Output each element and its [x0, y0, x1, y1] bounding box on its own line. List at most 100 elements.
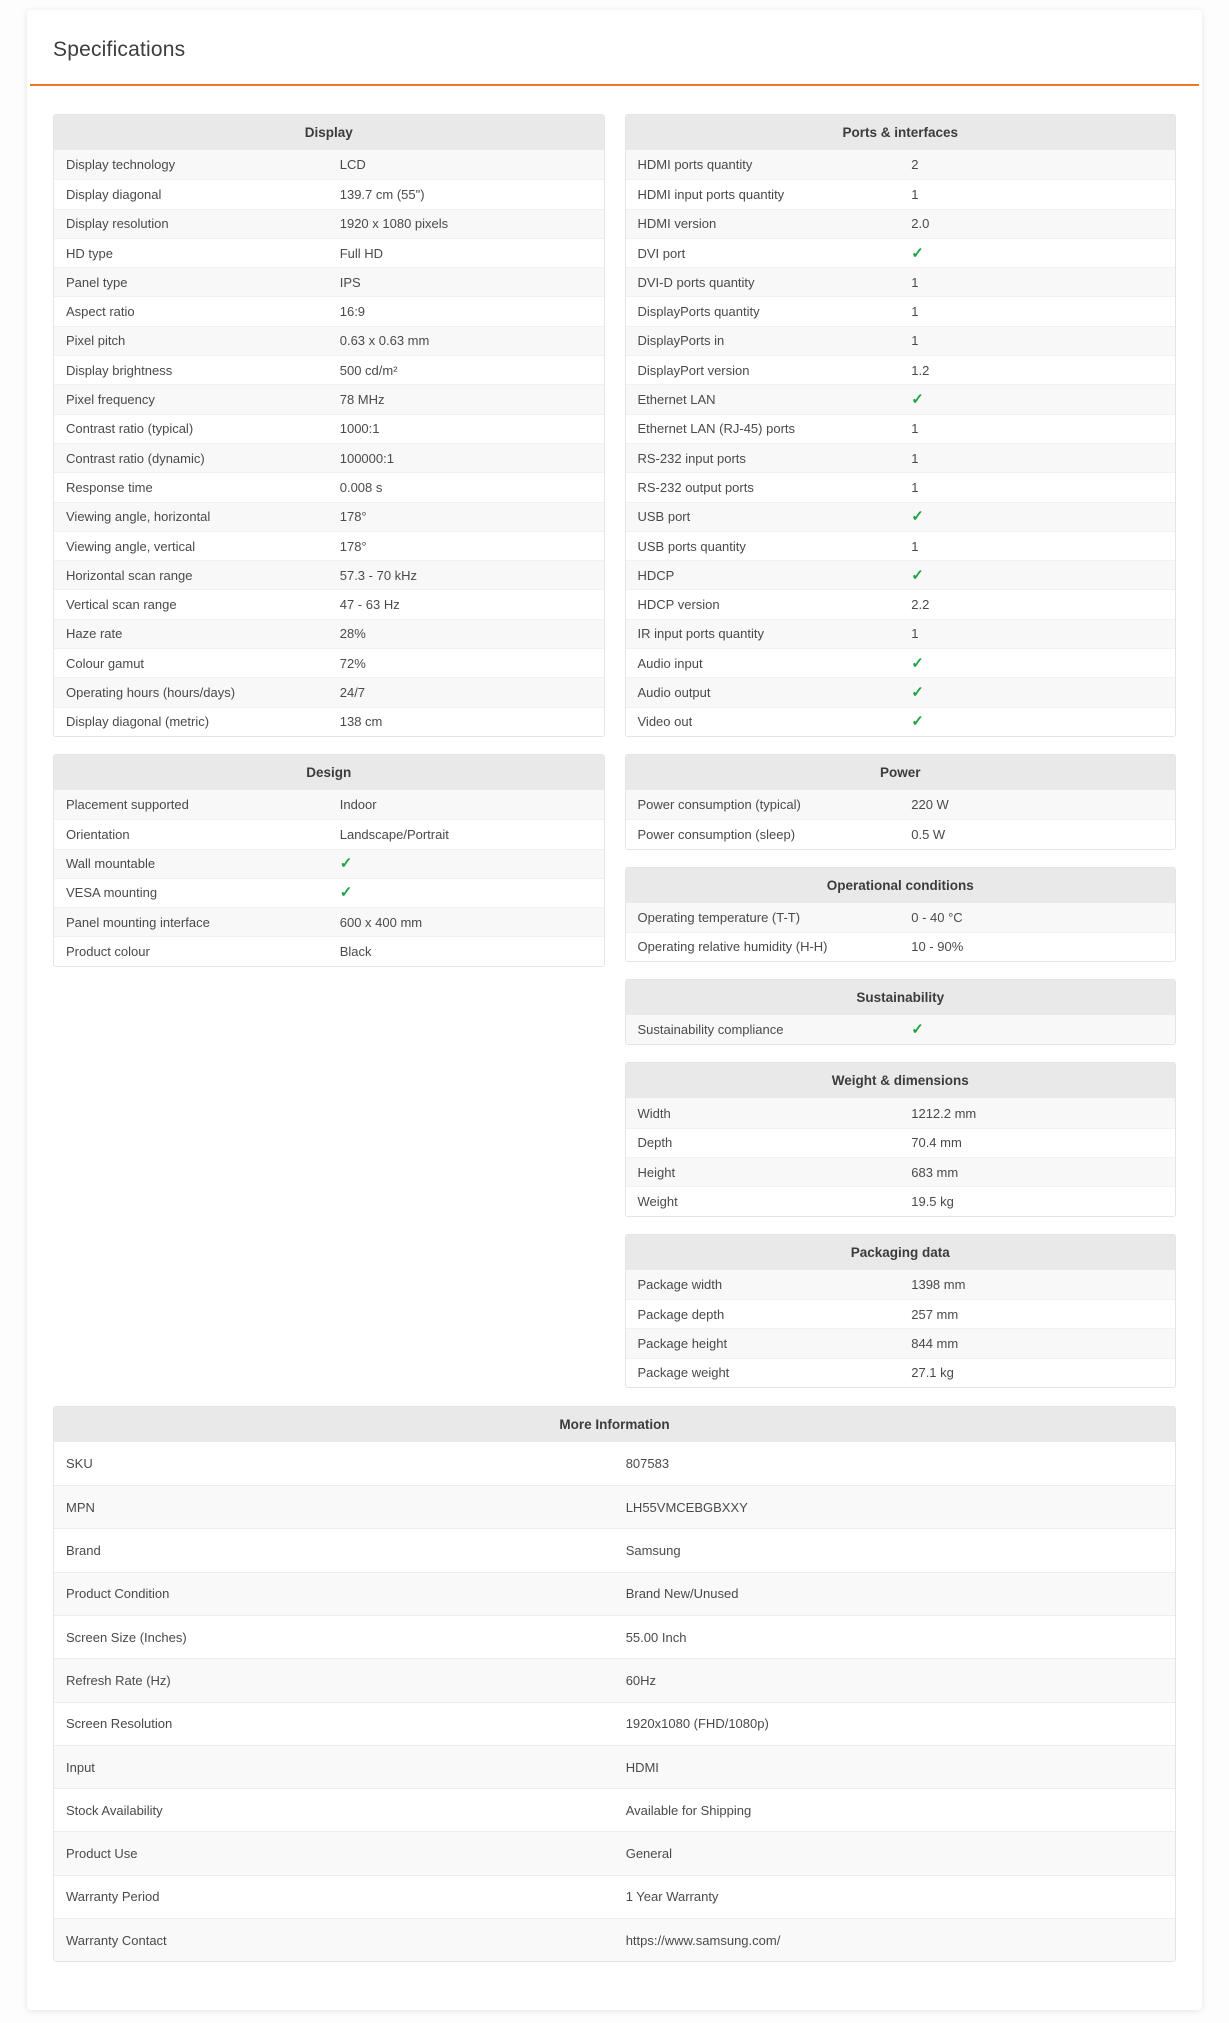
- spec-row: Power consumption (sleep) 0.5 W: [625, 819, 1175, 849]
- spec-label: Refresh Rate (Hz): [66, 1672, 171, 1688]
- spec-label: Package height: [637, 1335, 728, 1351]
- spec-value: https://www.samsung.com/: [625, 1932, 781, 1948]
- spec-label: Sustainability compliance: [637, 1022, 784, 1038]
- spec-value: 0.5 W: [911, 826, 946, 842]
- spec-value: 1212.2 mm: [911, 1105, 977, 1121]
- spec-label: DisplayPorts quantity: [637, 304, 760, 320]
- spec-label: Video out: [637, 714, 693, 730]
- spec-label: HDMI ports quantity: [637, 157, 753, 173]
- table-packaging-data: Packaging data Package width 1398 mm Packag…: [624, 1233, 1176, 1388]
- table-power: Power Power consumption (typical) 220 W Pow…: [624, 753, 1176, 850]
- spec-row: Operating temperature (T-T) 0 - 40 °C: [625, 902, 1175, 932]
- spec-row: Product colour Black: [54, 936, 604, 966]
- spec-label: DVI-D ports quantity: [637, 274, 755, 290]
- spec-value: 683 mm: [911, 1164, 959, 1180]
- spec-label: Height: [637, 1164, 676, 1180]
- spec-value: Full HD: [339, 245, 384, 261]
- spec-value: ✓: [911, 241, 1175, 266]
- spec-label: SKU: [66, 1455, 93, 1471]
- spec-label: Product Use: [66, 1846, 138, 1862]
- spec-value: 16:9: [339, 304, 366, 320]
- spec-row: Haze rate 28%: [54, 618, 604, 649]
- spec-row: Screen Resolution 1920x1080 (FHD/1080p): [54, 1701, 1175, 1745]
- table-title: Operational conditions: [625, 867, 1175, 903]
- spec-label: Display technology: [66, 157, 176, 173]
- spec-value: 28%: [339, 626, 366, 642]
- spec-value: 220 W: [911, 797, 949, 813]
- spec-label: Viewing angle, horizontal: [66, 509, 211, 525]
- spec-label: Contrast ratio (typical): [66, 421, 194, 437]
- spec-row: Width 1212.2 mm: [625, 1098, 1175, 1128]
- spec-label: Placement supported: [66, 797, 189, 813]
- spec-label: Power consumption (typical): [637, 797, 801, 813]
- spec-label: Colour gamut: [66, 655, 145, 671]
- spec-value: 257 mm: [911, 1306, 959, 1322]
- spec-row: Height 683 mm: [625, 1157, 1175, 1187]
- spec-value: LCD: [339, 157, 366, 173]
- spec-row: Aspect ratio 16:9: [54, 296, 604, 326]
- spec-value: 600 x 400 mm: [339, 914, 423, 930]
- table-design: Design Placement supported Indoor Orientati…: [53, 753, 605, 967]
- table-more-information: More Information SKU 807583 MPN LH55VMCEBGBX…: [53, 1405, 1176, 1963]
- spec-label: Ethernet LAN: [637, 392, 716, 408]
- spec-value: 1: [911, 304, 919, 320]
- spec-label: Contrast ratio (dynamic): [66, 450, 205, 466]
- spec-label: Wall mountable: [66, 856, 156, 872]
- spec-row: HDCP ✓: [625, 560, 1175, 590]
- spec-label: HD type: [66, 245, 113, 261]
- table-title: Sustainability: [625, 980, 1175, 1016]
- spec-label: Display diagonal (metric): [66, 714, 210, 730]
- accent-divider: [30, 84, 1199, 86]
- spec-label: Panel mounting interface: [66, 914, 210, 930]
- spec-row: Display diagonal (metric) 138 cm: [54, 706, 604, 736]
- spec-label: Response time: [66, 479, 153, 495]
- spec-value: Samsung: [625, 1543, 681, 1559]
- spec-label: Operating temperature (T-T): [637, 909, 801, 925]
- spec-row: Wall mountable ✓: [54, 848, 604, 878]
- spec-value: 138 cm: [339, 714, 383, 730]
- spec-value: 57.3 - 70 kHz: [339, 567, 418, 583]
- spec-row: Display resolution 1920 x 1080 pixels: [54, 208, 604, 238]
- spec-row: DisplayPorts in 1: [625, 325, 1175, 356]
- check-icon: ✓: [911, 1021, 924, 1039]
- spec-label: Operating hours (hours/days): [66, 684, 236, 700]
- spec-value: 24/7: [339, 684, 366, 700]
- spec-row: Weight 19.5 kg: [625, 1186, 1175, 1216]
- spec-row: Package depth 257 mm: [625, 1298, 1175, 1329]
- table-title: Power: [625, 754, 1175, 790]
- check-icon: ✓: [339, 855, 353, 873]
- check-icon: ✓: [911, 508, 924, 526]
- spec-value: 1: [911, 626, 919, 642]
- spec-value: 72%: [339, 655, 366, 671]
- spec-row: Operating relative humidity (H-H) 10 - 90…: [625, 931, 1175, 962]
- table-title: Weight & dimensions: [625, 1063, 1175, 1099]
- spec-value: 10 - 90%: [911, 939, 964, 955]
- spec-value: ✓: [911, 387, 1175, 412]
- spec-value: 2.0: [911, 216, 930, 232]
- spec-row: SKU 807583: [54, 1441, 1175, 1486]
- spec-label: IR input ports quantity: [637, 626, 764, 642]
- spec-value: 2: [911, 157, 919, 173]
- spec-value: 60Hz: [625, 1672, 657, 1688]
- spec-row: HDMI input ports quantity 1: [625, 179, 1175, 209]
- spec-label: Product colour: [66, 944, 150, 960]
- spec-value: ✓: [340, 880, 604, 905]
- spec-label: HDCP: [637, 567, 675, 583]
- spec-row: VESA mounting ✓: [54, 877, 604, 908]
- spec-value: 1: [911, 333, 919, 349]
- spec-row: Pixel pitch 0.63 x 0.63 mm: [54, 325, 604, 356]
- spec-row: RS-232 input ports 1: [625, 442, 1175, 473]
- spec-label: Audio input: [637, 655, 703, 671]
- spec-label: Viewing angle, vertical: [66, 538, 196, 554]
- table-title: Packaging data: [625, 1234, 1175, 1270]
- spec-label: Warranty Period: [66, 1889, 160, 1905]
- spec-column-right: Ports & interfaces HDMI ports quantity 2 HD…: [624, 114, 1176, 1388]
- spec-column-left: Display Display technology LCD Display diag…: [53, 114, 605, 1388]
- check-icon: ✓: [911, 566, 924, 584]
- spec-row: HDCP version 2.2: [625, 589, 1175, 619]
- spec-row: Display diagonal 139.7 cm (55"): [54, 179, 604, 209]
- spec-row: Operating hours (hours/days) 24/7: [54, 677, 604, 707]
- spec-value: 70.4 mm: [911, 1135, 962, 1151]
- spec-label: Vertical scan range: [66, 597, 177, 613]
- spec-value: LH55VMCEBGBXXY: [625, 1499, 748, 1515]
